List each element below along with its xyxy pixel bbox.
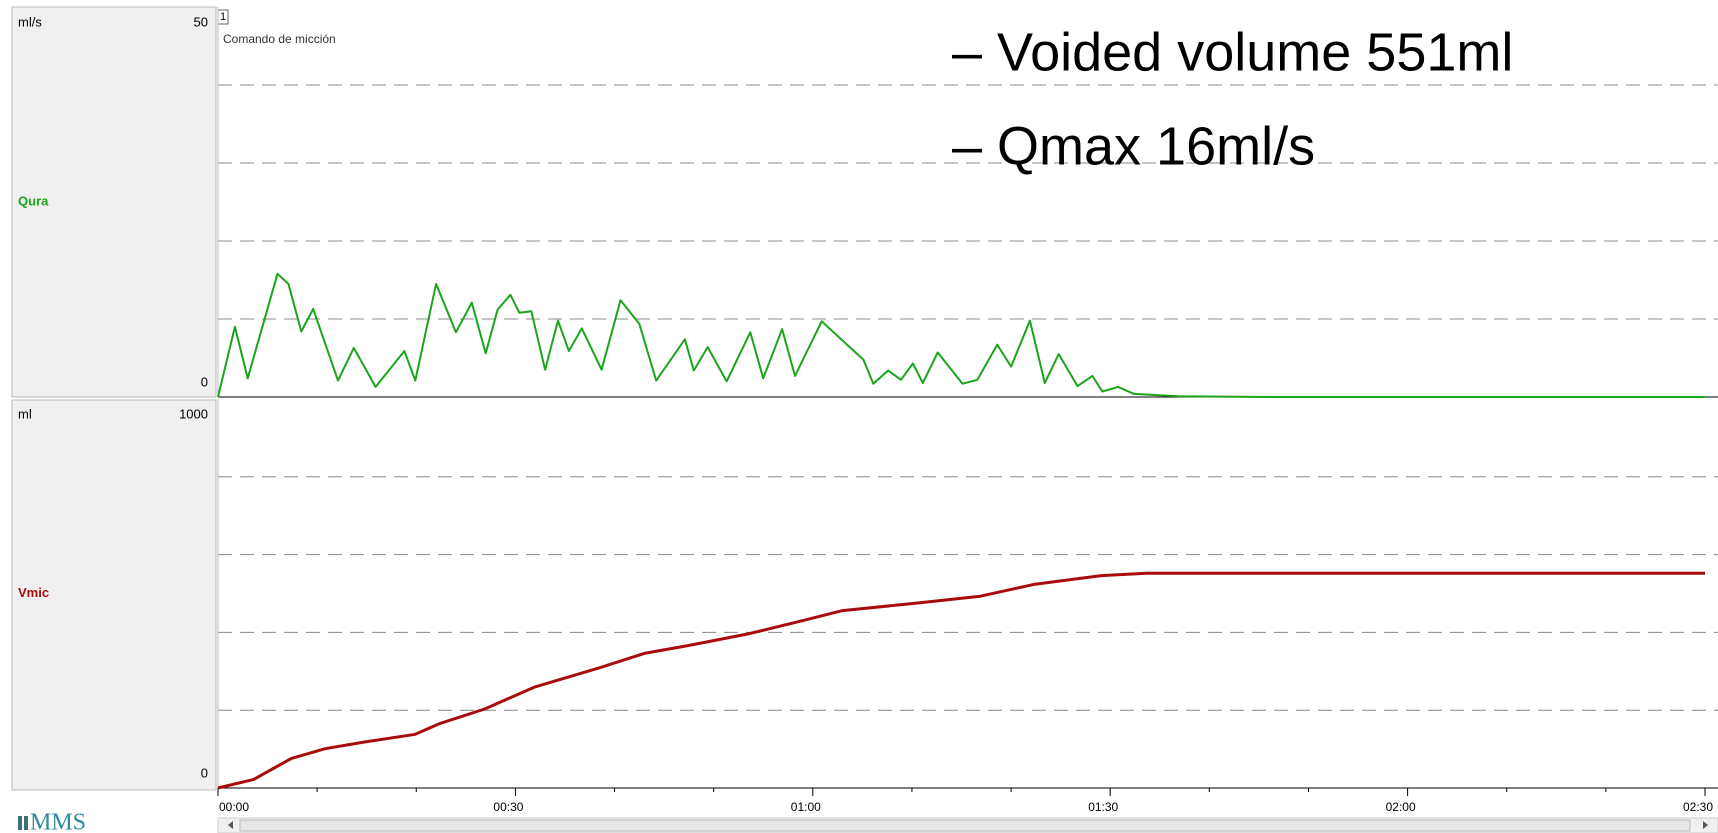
y-tick-label: 50 — [194, 14, 208, 29]
series-line — [217, 571, 1705, 790]
x-tick-label: 00:00 — [219, 800, 249, 814]
y-unit: ml/s — [18, 14, 42, 29]
note: – Qmax 16ml/s — [952, 116, 1315, 176]
x-tick-label: 01:30 — [1088, 800, 1118, 814]
scroll-thumb[interactable] — [239, 819, 1691, 832]
logo-icon — [18, 816, 28, 830]
left-panel-bottom — [11, 399, 217, 791]
series-name: Vmic — [18, 585, 49, 600]
y-unit: ml — [18, 406, 32, 421]
event-label: 1 — [220, 11, 226, 23]
note: – Voided volume 551ml — [952, 22, 1513, 82]
x-tick-label: 02:00 — [1386, 800, 1416, 814]
x-tick-label: 01:00 — [791, 800, 821, 814]
series-name: Qura — [18, 193, 49, 208]
y-tick-label: 1000 — [179, 406, 208, 421]
x-tick-label: 02:30 — [1683, 800, 1713, 814]
event-text: Comando de micción — [223, 32, 336, 46]
series-line — [217, 272, 1705, 398]
x-tick-label: 00:30 — [493, 800, 523, 814]
y-tick-label: 0 — [201, 374, 208, 389]
left-panel-top — [11, 6, 217, 398]
y-tick-label: 0 — [201, 765, 208, 780]
logo: MMS — [30, 810, 86, 833]
